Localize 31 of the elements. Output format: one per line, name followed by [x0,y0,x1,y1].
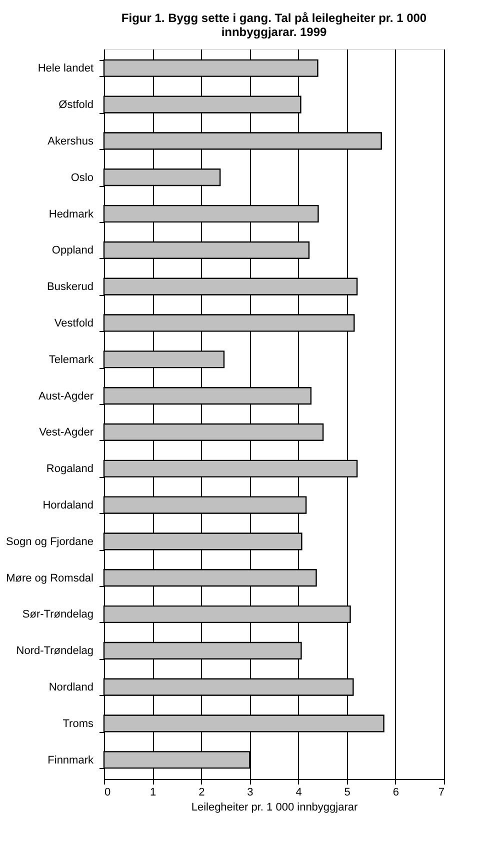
y-tick-label: Oppland [52,244,94,257]
y-tick-label: Nordland [48,682,94,694]
y-tick-label: Buskerud [47,281,94,294]
y-tick-label: Hedmark [48,208,94,220]
text: Figur 1. Bygg sette i gang. Tal på leilegheiter pr. 1 000 [121,11,427,25]
x-tick-label: 3 [247,786,254,798]
y-tick-label: Sogn og Fjordane [6,536,94,548]
x-tick-label: 0 [104,786,111,798]
y-tick-label: Vestfold [54,317,94,330]
y-tick-label: Nord-Trøndelag [16,645,94,658]
y-tick-label: Aust-Agder [38,390,94,402]
x-tick-label: 1 [150,786,156,798]
y-tick-label: Telemark [48,354,94,366]
y-tick-label: Akershus [48,135,94,148]
y-tick-label: Hele landet [38,62,94,75]
y-tick-label: Finnmark [48,754,94,766]
y-tick-label: Møre og Romsdal [6,572,94,584]
x-tick-label: 2 [198,786,205,798]
y-tick-label: Vest-Agder [39,426,94,439]
y-tick-label: Østfold [58,99,94,112]
x-tick-label: 6 [392,786,399,798]
x-axis-title: Leilegheiter pr. 1 000 innbyggjarar [191,802,358,814]
y-tick-label: Hordaland [42,500,94,512]
text: innbyggjarar. 1999 [221,25,327,39]
x-tick-label: 4 [296,786,302,798]
x-tick-label: 7 [438,786,444,798]
y-tick-label: Sør-Trøndelag [22,608,94,621]
y-tick-label: Troms [62,718,94,730]
y-tick-label: Oslo [70,172,94,184]
x-tick-label: 5 [344,786,350,798]
y-tick-label: Rogaland [46,463,94,476]
